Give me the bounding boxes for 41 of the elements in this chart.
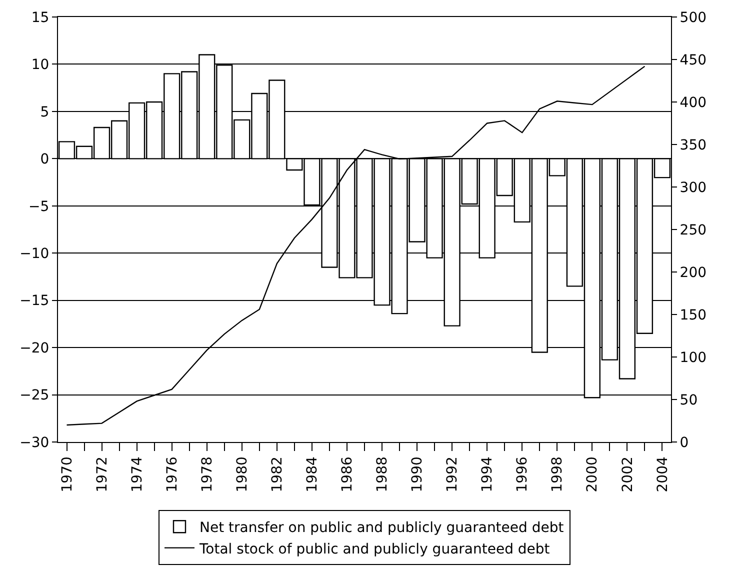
y-tick-label: −20 [20,340,50,356]
x-tick-label: 2000 [584,456,601,492]
y2-tick-label: 400 [680,94,707,111]
y-tick-label: −25 [20,388,50,404]
x-tick-label: 1996 [514,456,531,492]
x-tick-label: 1994 [480,456,496,492]
x-tick-label: 1988 [374,456,391,492]
x-tick-label: 1992 [444,456,461,492]
x-tick-label: 1978 [199,456,216,492]
y2-tick-label: 450 [680,52,707,68]
y2-tick-label: 350 [680,137,707,154]
y2-tick-label: 150 [680,307,707,324]
y-tick-label: 15 [31,10,50,26]
y-tick-label: −15 [20,293,50,310]
x-tick-label: 1998 [550,456,566,492]
y-tick-label: −5 [28,198,50,215]
x-tick-label: 1982 [269,456,286,492]
y2-tick-label: 100 [680,350,707,366]
x-tick-label: 1970 [59,456,76,492]
y-tick-label: 0 [40,152,50,168]
y-tick-label: −10 [20,246,50,262]
y-tick-label: 5 [40,104,50,120]
x-tick-label: 1974 [129,456,146,492]
y2-tick-label: 500 [680,10,707,26]
x-tick-label: 1972 [94,456,110,492]
y2-tick-label: 200 [680,264,707,281]
x-tick-label: 1990 [410,456,426,492]
x-tick-label: 1986 [340,456,356,492]
y2-tick-label: 0 [680,434,689,451]
y-tick-label: 10 [31,57,50,74]
x-tick-label: 1984 [304,456,321,492]
legend-label: Net transfer on public and publicly guaranteed debt [200,520,564,536]
y2-tick-label: 250 [680,222,707,238]
x-tick-label: 1976 [164,456,180,492]
x-tick-label: 2002 [620,456,636,492]
legend-label: Total stock of public and publicly guaranteed debt [198,541,550,558]
y2-tick-label: 300 [680,180,707,196]
y2-tick-label: 50 [680,392,698,408]
y-tick-label: −30 [20,434,50,451]
x-tick-label: 2004 [654,456,671,492]
x-tick-label: 1980 [234,456,250,492]
